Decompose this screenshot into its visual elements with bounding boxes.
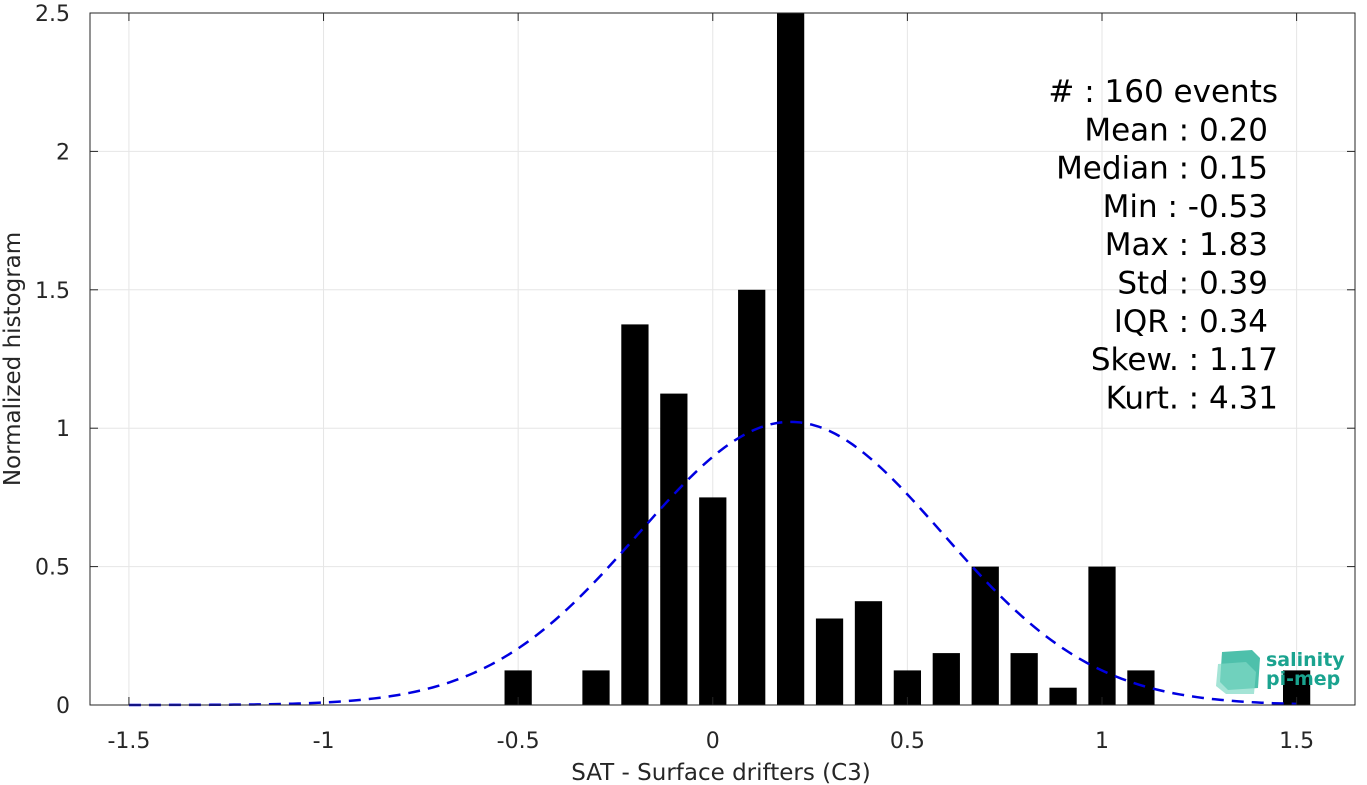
y-tick-label: 1: [56, 417, 70, 442]
stat-line: IQR : 0.34: [1114, 304, 1268, 340]
y-tick-label: 0: [56, 694, 70, 719]
histogram-bar: [699, 497, 727, 705]
histogram-bar: [1127, 670, 1155, 705]
histogram-bar: [738, 289, 766, 705]
logo-line1: salinity: [1266, 649, 1345, 671]
y-tick-label: 0.5: [35, 556, 70, 581]
x-tick-label: 1: [1095, 729, 1109, 754]
histogram-bar: [660, 393, 688, 705]
x-tick-label: -0.5: [497, 729, 540, 754]
x-tick-label: -1: [313, 729, 335, 754]
y-tick-labels: 0 0.5 1 1.5 2 2.5: [35, 2, 70, 719]
axis-ticks: [90, 12, 1355, 706]
histogram-bar: [815, 618, 844, 705]
logo-line2: pi-mep: [1266, 668, 1340, 690]
stat-line: Min : -0.53: [1103, 189, 1268, 225]
y-axis-label: Normalized histogram: [0, 232, 26, 486]
histogram-bar: [621, 324, 649, 705]
histogram-bar: [1010, 653, 1038, 705]
histogram-bar: [971, 566, 999, 705]
y-tick-label: 1.5: [35, 279, 70, 304]
histogram-bar: [854, 601, 883, 705]
x-tick-label: -1.5: [107, 729, 150, 754]
normal-fit-curve: [128, 420, 1297, 707]
x-tick-label: 0.5: [890, 729, 925, 754]
stat-line: # : 160 events: [1048, 74, 1278, 110]
plot-border: [89, 12, 1356, 706]
histogram-bars: [504, 13, 1311, 705]
histogram-bar: [582, 670, 610, 705]
y-tick-label: 2: [56, 140, 70, 165]
logo-wave-shadow-icon: [1216, 662, 1256, 694]
histogram-bar: [932, 653, 960, 705]
stat-line: Skew. : 1.17: [1091, 342, 1278, 378]
histogram-bar: [1088, 566, 1116, 705]
salinity-pi-mep-logo: salinity pi-mep: [1216, 649, 1345, 694]
x-tick-label: 0: [706, 729, 720, 754]
stat-line: Mean : 0.20: [1084, 112, 1268, 148]
x-axis-label: SAT - Surface drifters (C3): [571, 760, 871, 785]
stat-line: Median : 0.15: [1056, 151, 1268, 187]
x-tick-labels: -1.5 -1 -0.5 0 0.5 1 1.5: [107, 729, 1314, 754]
stat-line: Kurt. : 4.31: [1106, 380, 1278, 416]
y-tick-label: 2.5: [35, 2, 70, 27]
stat-line: Max : 1.83: [1105, 227, 1268, 263]
x-tick-label: 1.5: [1279, 729, 1314, 754]
histogram-bar: [776, 13, 805, 705]
histogram-bar: [1049, 687, 1077, 705]
stat-line: Std : 0.39: [1117, 266, 1268, 302]
